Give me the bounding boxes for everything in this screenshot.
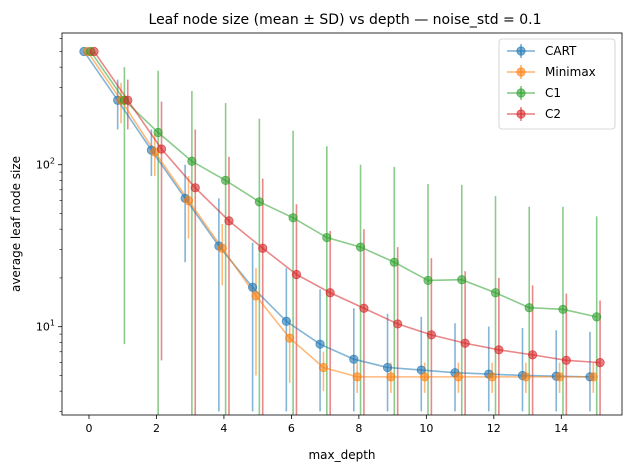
data-point xyxy=(288,213,298,223)
data-point xyxy=(89,46,99,57)
data-point xyxy=(561,355,571,365)
series-line xyxy=(90,51,597,318)
data-point xyxy=(524,303,534,313)
data-point xyxy=(153,127,163,138)
data-point xyxy=(190,183,200,193)
series-lines xyxy=(83,51,601,378)
data-point xyxy=(123,95,133,105)
legend-marker xyxy=(516,46,526,56)
plot-frame xyxy=(61,32,623,416)
data-point xyxy=(359,303,369,313)
axis-ticks: 0 2 4 6 8 10 12 14 101 102 xyxy=(36,38,568,435)
data-point xyxy=(352,372,362,382)
series-line xyxy=(83,51,590,378)
data-point xyxy=(281,316,291,326)
data-point xyxy=(490,288,501,298)
legend: CART Minimax C1 C2 xyxy=(498,38,616,130)
data-point xyxy=(588,372,598,382)
x-tick-label: 0 xyxy=(85,422,92,435)
chart-title: Leaf node size (mean ± SD) vs depth — no… xyxy=(149,12,542,28)
legend-marker xyxy=(516,67,526,77)
data-point xyxy=(217,243,227,253)
data-point xyxy=(291,269,302,280)
x-axis-label: max_depth xyxy=(308,448,375,462)
data-point xyxy=(592,312,602,322)
data-point xyxy=(322,232,332,243)
legend-label: Minimax xyxy=(545,65,596,79)
legend-marker xyxy=(516,109,526,119)
data-point xyxy=(248,282,258,292)
legend-marker xyxy=(516,88,526,98)
data-point xyxy=(426,330,436,340)
data-point xyxy=(393,319,403,329)
y-tick-label: 102 xyxy=(36,157,55,172)
data-point xyxy=(453,372,463,382)
data-point xyxy=(528,350,538,360)
x-tick-label: 10 xyxy=(419,422,433,435)
data-point xyxy=(457,275,467,285)
data-point xyxy=(221,175,231,185)
data-point xyxy=(494,345,504,355)
x-tick-label: 6 xyxy=(288,422,295,435)
data-point xyxy=(355,242,366,252)
data-points xyxy=(79,46,605,382)
data-point xyxy=(420,372,430,382)
data-point xyxy=(349,354,359,364)
data-point xyxy=(521,372,531,382)
x-tick-label: 4 xyxy=(220,422,227,435)
data-point xyxy=(386,372,396,382)
data-point xyxy=(389,257,399,267)
y-axis-label: average leaf node size xyxy=(9,156,23,292)
data-point xyxy=(423,275,433,286)
data-point xyxy=(156,144,167,154)
data-point xyxy=(460,338,470,348)
data-point xyxy=(558,304,568,314)
data-point xyxy=(315,339,325,349)
data-point xyxy=(183,196,194,206)
data-point xyxy=(382,362,393,373)
y-tick-label: 101 xyxy=(36,319,55,334)
series-line xyxy=(86,51,594,378)
legend-label: C1 xyxy=(545,86,561,100)
legend-label: CART xyxy=(545,44,577,58)
data-point xyxy=(318,362,329,373)
data-point xyxy=(487,372,497,382)
data-point xyxy=(258,243,268,253)
data-point xyxy=(224,216,234,226)
x-tick-label: 2 xyxy=(153,422,160,435)
x-tick-label: 12 xyxy=(487,422,501,435)
x-tick-label: 14 xyxy=(554,422,568,435)
data-point xyxy=(251,291,261,301)
data-point xyxy=(595,358,605,368)
data-point xyxy=(254,197,264,207)
x-tick-label: 8 xyxy=(355,422,362,435)
legend-box xyxy=(498,38,616,130)
data-point xyxy=(325,288,335,298)
series-line xyxy=(93,51,601,364)
legend-label: C2 xyxy=(545,107,561,121)
data-point xyxy=(285,333,295,343)
data-point xyxy=(187,156,197,166)
data-point xyxy=(554,372,565,382)
